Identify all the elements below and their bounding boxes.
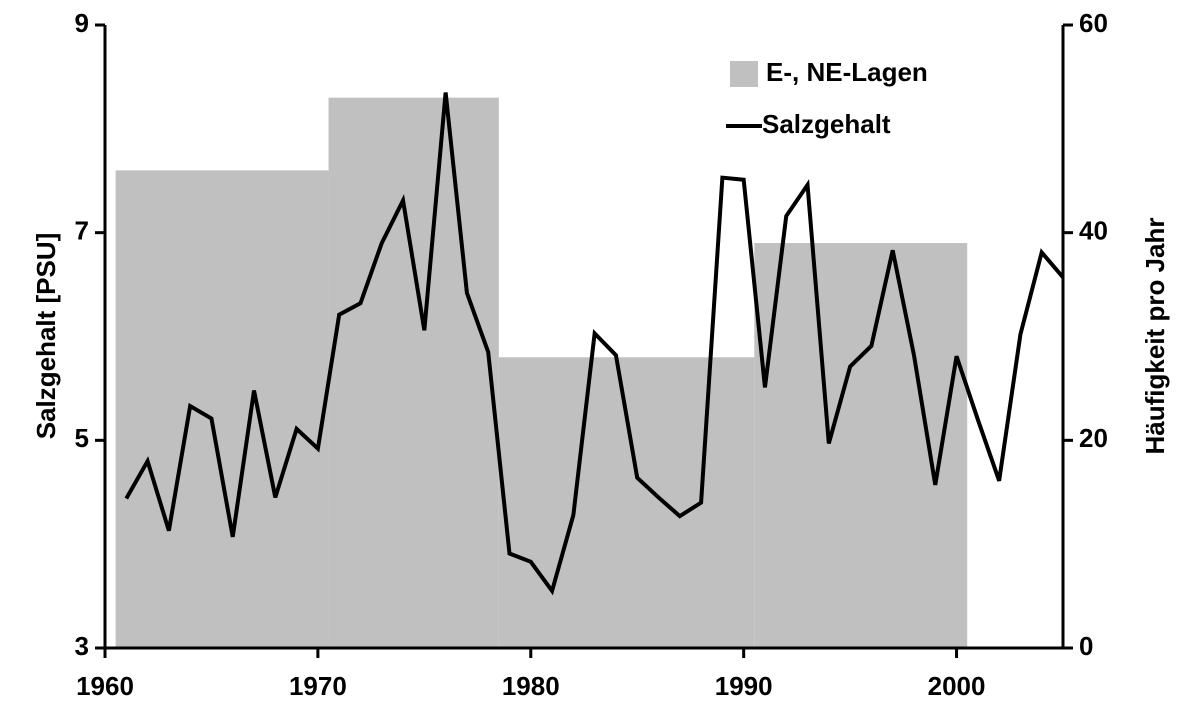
x-tick-label: 1970	[289, 671, 347, 701]
legend-label: E-, NE-Lagen	[766, 57, 928, 87]
y2-tick-label: 0	[1079, 631, 1093, 661]
legend-swatch	[730, 61, 758, 87]
legend-label: Salzgehalt	[762, 109, 891, 139]
line	[124, 92, 1065, 596]
bar	[328, 97, 499, 648]
x-tick-label: 1960	[76, 671, 134, 701]
y2-axis-label: Häufigkeit pro Jahr	[1140, 218, 1170, 455]
y-tick-label: 7	[75, 216, 89, 246]
bar	[115, 170, 329, 648]
x-tick-label: 1980	[502, 671, 560, 701]
y-tick-label: 9	[75, 8, 89, 38]
y-axis-label: Salzgehalt [PSU]	[31, 233, 61, 440]
x-tick-label: 1990	[715, 671, 773, 701]
bar	[498, 357, 755, 648]
x-tick-label: 2000	[928, 671, 986, 701]
y2-tick-label: 20	[1079, 423, 1108, 453]
y-tick-label: 3	[75, 631, 89, 661]
y2-tick-label: 60	[1079, 8, 1108, 38]
bar	[754, 243, 968, 649]
y2-tick-label: 40	[1079, 216, 1108, 246]
y-tick-label: 5	[75, 423, 89, 453]
